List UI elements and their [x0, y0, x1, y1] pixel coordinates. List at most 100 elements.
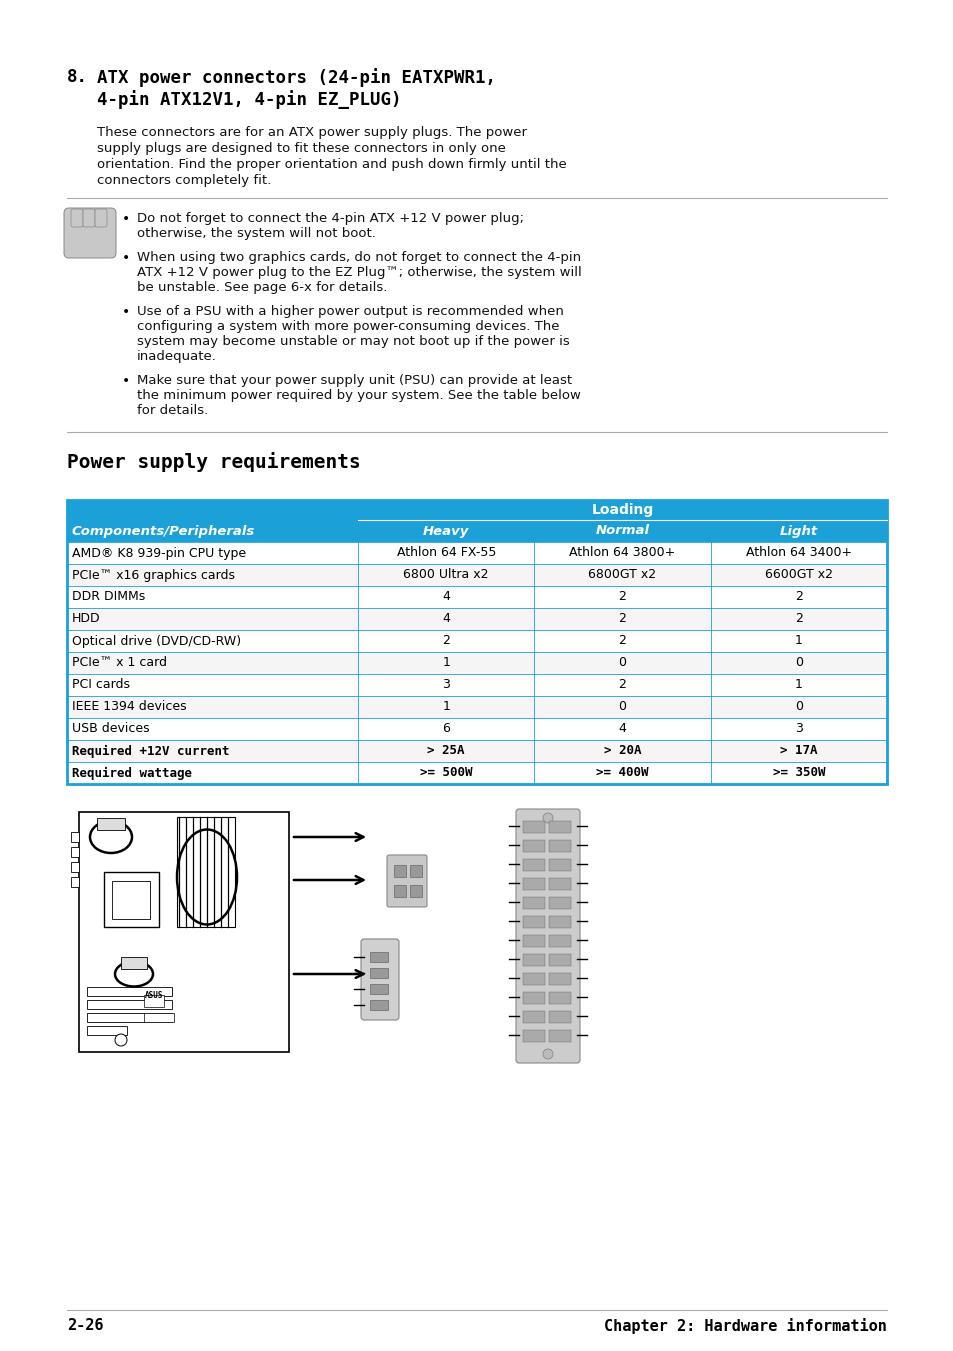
- Text: 2: 2: [442, 635, 450, 647]
- Text: 2: 2: [618, 590, 626, 604]
- Text: 1: 1: [442, 657, 450, 670]
- Text: •: •: [122, 374, 131, 388]
- Bar: [548, 935, 571, 947]
- Text: 4: 4: [442, 590, 450, 604]
- Text: 6800GT x2: 6800GT x2: [588, 569, 656, 581]
- Text: PCI cards: PCI cards: [71, 678, 130, 692]
- Text: 2-26: 2-26: [67, 1319, 103, 1333]
- Bar: [67, 542, 886, 563]
- Text: Normal: Normal: [595, 524, 649, 538]
- Text: >= 500W: >= 500W: [419, 766, 472, 780]
- Text: HDD: HDD: [71, 612, 100, 626]
- Bar: [144, 994, 164, 1006]
- Bar: [548, 1029, 571, 1042]
- Text: 4: 4: [618, 723, 626, 735]
- Text: > 20A: > 20A: [603, 744, 640, 758]
- Text: 1: 1: [794, 678, 801, 692]
- Bar: [548, 821, 571, 834]
- Bar: [370, 984, 388, 994]
- Bar: [144, 1013, 173, 1021]
- Bar: [522, 821, 544, 834]
- Text: 2: 2: [618, 678, 626, 692]
- Text: Heavy: Heavy: [422, 524, 469, 538]
- FancyBboxPatch shape: [387, 855, 427, 907]
- Bar: [71, 832, 79, 842]
- Text: Make sure that your power supply unit (PSU) can provide at least: Make sure that your power supply unit (P…: [137, 374, 572, 386]
- Bar: [177, 817, 234, 927]
- Text: Athlon 64 3800+: Athlon 64 3800+: [569, 547, 675, 559]
- Bar: [67, 563, 886, 586]
- Text: >= 400W: >= 400W: [596, 766, 648, 780]
- Text: be unstable. See page 6-x for details.: be unstable. See page 6-x for details.: [137, 281, 387, 295]
- FancyBboxPatch shape: [360, 939, 398, 1020]
- Bar: [67, 608, 886, 630]
- Bar: [410, 865, 421, 877]
- Text: •: •: [122, 212, 131, 226]
- Text: supply plugs are designed to fit these connectors in only one: supply plugs are designed to fit these c…: [97, 142, 505, 155]
- Text: > 17A: > 17A: [780, 744, 817, 758]
- Bar: [71, 877, 79, 888]
- Bar: [548, 916, 571, 928]
- Bar: [522, 973, 544, 985]
- Bar: [67, 500, 886, 520]
- Bar: [548, 859, 571, 871]
- Text: 1: 1: [794, 635, 801, 647]
- Bar: [87, 1000, 172, 1009]
- Text: USB devices: USB devices: [71, 723, 150, 735]
- Bar: [67, 696, 886, 717]
- FancyBboxPatch shape: [516, 809, 579, 1063]
- Bar: [67, 520, 886, 542]
- Text: > 25A: > 25A: [427, 744, 464, 758]
- Text: 4: 4: [442, 612, 450, 626]
- Text: system may become unstable or may not boot up if the power is: system may become unstable or may not bo…: [137, 335, 569, 349]
- Bar: [87, 1013, 172, 1021]
- Text: 2: 2: [794, 612, 801, 626]
- Text: Required +12V current: Required +12V current: [71, 744, 230, 758]
- Bar: [522, 859, 544, 871]
- Bar: [522, 1011, 544, 1023]
- Text: 2: 2: [794, 590, 801, 604]
- Text: the minimum power required by your system. See the table below: the minimum power required by your syste…: [137, 389, 580, 403]
- Text: ASUS: ASUS: [145, 990, 163, 1000]
- Text: PCIe™ x 1 card: PCIe™ x 1 card: [71, 657, 167, 670]
- Text: 8.: 8.: [67, 68, 88, 86]
- Text: Athlon 64 3400+: Athlon 64 3400+: [745, 547, 851, 559]
- Text: Athlon 64 FX-55: Athlon 64 FX-55: [396, 547, 496, 559]
- Text: •: •: [122, 251, 131, 265]
- Bar: [522, 1029, 544, 1042]
- Text: 6600GT x2: 6600GT x2: [764, 569, 832, 581]
- Bar: [370, 952, 388, 962]
- FancyBboxPatch shape: [83, 209, 95, 227]
- Bar: [67, 762, 886, 784]
- Text: orientation. Find the proper orientation and push down firmly until the: orientation. Find the proper orientation…: [97, 158, 566, 172]
- Bar: [67, 500, 886, 784]
- Bar: [112, 881, 150, 919]
- FancyBboxPatch shape: [95, 209, 107, 227]
- Circle shape: [542, 1048, 553, 1059]
- Bar: [87, 988, 172, 996]
- Bar: [79, 812, 289, 1052]
- Text: IEEE 1394 devices: IEEE 1394 devices: [71, 701, 187, 713]
- Text: Required wattage: Required wattage: [71, 766, 192, 780]
- Text: Light: Light: [779, 524, 817, 538]
- Text: ATX +12 V power plug to the EZ Plug™; otherwise, the system will: ATX +12 V power plug to the EZ Plug™; ot…: [137, 266, 581, 280]
- Bar: [370, 969, 388, 978]
- Bar: [67, 630, 886, 653]
- Text: 0: 0: [618, 701, 626, 713]
- Text: PCIe™ x16 graphics cards: PCIe™ x16 graphics cards: [71, 569, 234, 581]
- Text: Optical drive (DVD/CD-RW): Optical drive (DVD/CD-RW): [71, 635, 241, 647]
- FancyBboxPatch shape: [71, 209, 83, 227]
- Text: 0: 0: [618, 657, 626, 670]
- Text: 3: 3: [442, 678, 450, 692]
- Text: 4-pin ATX12V1, 4-pin EZ_PLUG): 4-pin ATX12V1, 4-pin EZ_PLUG): [97, 91, 401, 109]
- Bar: [67, 653, 886, 674]
- Bar: [548, 897, 571, 909]
- FancyBboxPatch shape: [64, 208, 116, 258]
- Text: Components/Peripherals: Components/Peripherals: [71, 524, 255, 538]
- Text: ATX power connectors (24-pin EATXPWR1,: ATX power connectors (24-pin EATXPWR1,: [97, 68, 496, 86]
- Bar: [67, 717, 886, 740]
- Text: configuring a system with more power-consuming devices. The: configuring a system with more power-con…: [137, 320, 558, 332]
- Bar: [522, 878, 544, 890]
- Text: Power supply requirements: Power supply requirements: [67, 453, 360, 471]
- Text: 0: 0: [794, 657, 802, 670]
